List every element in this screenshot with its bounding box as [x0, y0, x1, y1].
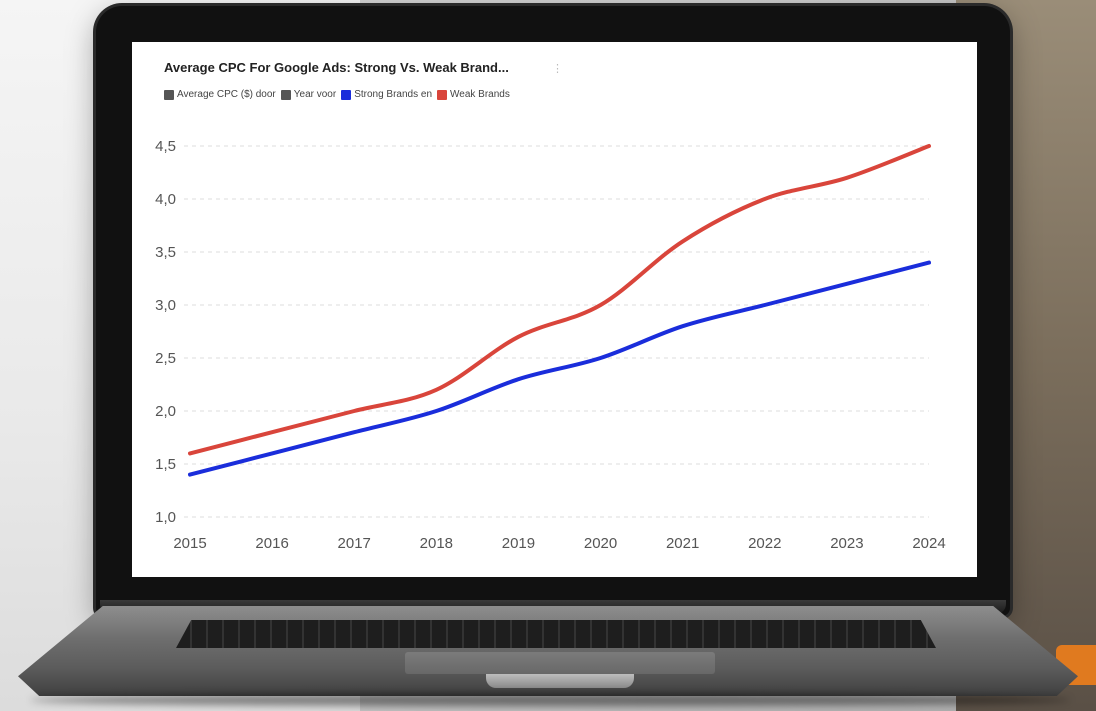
series-line-strong-brands[interactable] [188, 260, 931, 477]
y-tick-label: 3,5 [155, 244, 176, 261]
y-tick-label: 2,0 [155, 403, 176, 420]
x-tick-label: 2016 [255, 535, 288, 552]
more-options-icon[interactable]: ⋮ [552, 63, 563, 75]
laptop-notch [486, 674, 634, 688]
y-tick-label: 4,5 [155, 138, 176, 155]
laptop-keyboard [176, 620, 936, 648]
chart-legend: Average CPC ($) door Year voor Strong Br… [164, 89, 515, 100]
laptop-shadow [30, 694, 1070, 706]
x-tick-label: 2017 [338, 535, 371, 552]
legend-label: Year voor [293, 89, 337, 100]
legend-item-year[interactable]: Year voor [280, 89, 337, 100]
x-tick-label: 2018 [420, 535, 453, 552]
x-tick-label: 2021 [666, 535, 699, 552]
x-tick-label: 2015 [173, 535, 206, 552]
x-tick-label: 2024 [912, 535, 945, 552]
x-tick-label: 2020 [584, 535, 617, 552]
x-tick-label: 2019 [502, 535, 535, 552]
y-tick-label: 4,0 [155, 191, 176, 208]
x-tick-label: 2022 [748, 535, 781, 552]
legend-item-strong-brands[interactable]: Strong Brands en [341, 89, 432, 100]
legend-swatch [341, 89, 352, 100]
y-tick-label: 3,0 [155, 297, 176, 314]
legend-label: Strong Brands en [354, 89, 433, 100]
legend-item-weak-brands[interactable]: Weak Brands [437, 89, 510, 100]
chart-title: Average CPC For Google Ads: Strong Vs. W… [164, 60, 509, 75]
y-tick-label: 1,5 [155, 456, 176, 473]
y-tick-label: 2,5 [155, 350, 176, 367]
laptop-screen [132, 42, 977, 577]
legend-swatch [164, 89, 174, 100]
line-chart: 1,0 1,5 2,0 2,5 3,0 3,5 4,0 4,5 2015 2016 2017 2018… [155, 138, 946, 552]
x-tick-label: 2023 [830, 535, 863, 552]
legend-swatch [437, 89, 448, 100]
legend-label: Weak Brands [450, 89, 510, 100]
y-tick-label: 1,0 [155, 509, 176, 526]
legend-swatch [280, 89, 291, 100]
laptop-trackpad [405, 652, 715, 674]
legend-item-average-cpc[interactable]: Average CPC ($) door [164, 89, 276, 100]
series-line-weak-brands[interactable] [188, 144, 931, 456]
legend-label: Average CPC ($) door [177, 89, 276, 100]
